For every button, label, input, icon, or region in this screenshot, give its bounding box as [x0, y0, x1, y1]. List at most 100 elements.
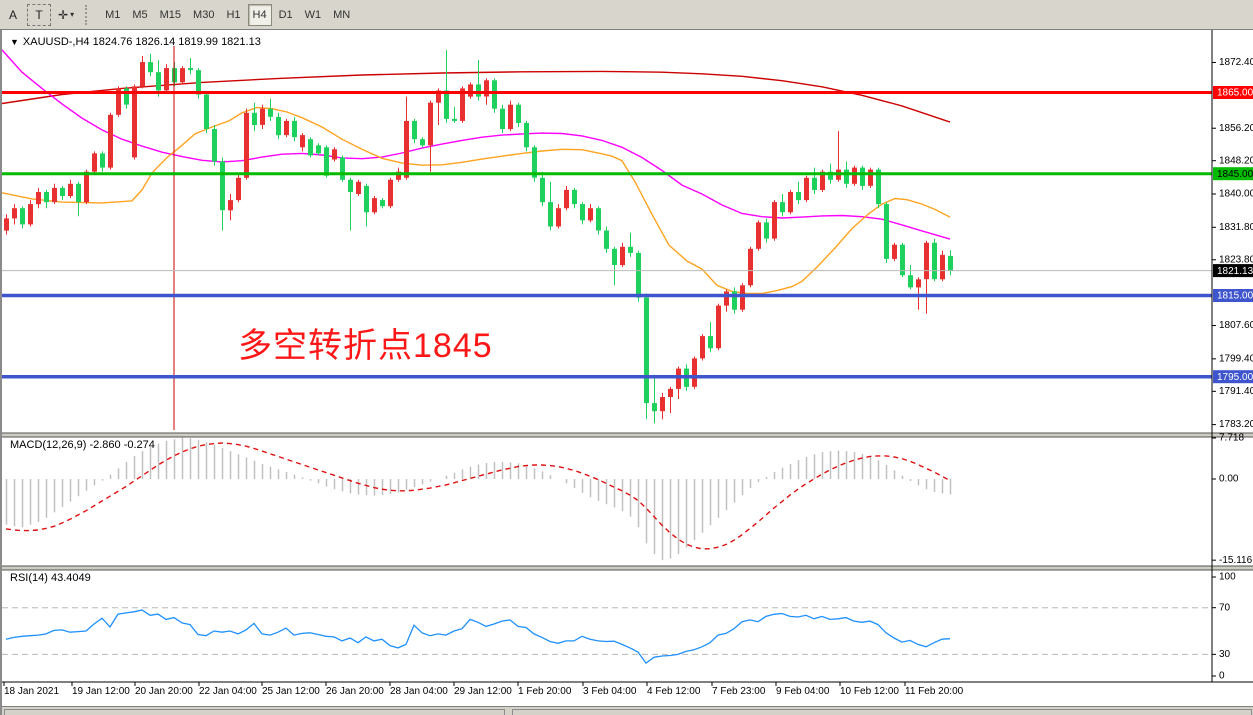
- candle-body: [548, 202, 553, 227]
- axis-tick-label: 1848.20: [1219, 155, 1253, 166]
- time-axis-label: 20 Jan 20:00: [135, 686, 193, 697]
- annotate-letter-button[interactable]: A: [8, 7, 17, 22]
- candle-body: [916, 279, 921, 288]
- candle-body: [900, 244, 905, 276]
- level-lines-layer: [2, 91, 1212, 379]
- text-tool-button[interactable]: T: [27, 3, 51, 26]
- candle-body: [404, 120, 409, 178]
- candle-body: [660, 397, 665, 412]
- candle-body: [892, 244, 897, 259]
- candle-body: [252, 112, 257, 125]
- axis-tick-label: 7.718: [1219, 433, 1244, 444]
- candle-body: [724, 291, 729, 306]
- candle-body: [876, 169, 881, 205]
- timeframe-button-d1[interactable]: D1: [278, 8, 293, 21]
- chart-area[interactable]: ▼ XAUUSD-,H4 1824.76 1826.14 1819.99 1821…: [0, 30, 1253, 715]
- candle-body: [772, 202, 777, 239]
- timeframe-button-group: M1 M5 M15 M30 H1 H4 D1 W1 MN: [99, 3, 356, 26]
- candle-body: [196, 70, 201, 95]
- candle-body: [764, 222, 769, 239]
- candle-body: [100, 153, 105, 168]
- candle-body: [68, 183, 73, 196]
- crosshair-tool-button[interactable]: ✛ ▾: [58, 7, 75, 22]
- candle-body: [796, 192, 801, 201]
- candle-body: [588, 208, 593, 221]
- candle-body: [740, 285, 745, 310]
- candle-body: [780, 202, 785, 213]
- candle-body: [236, 177, 241, 201]
- timeframe-button-h4[interactable]: H4: [247, 3, 272, 26]
- candle-body: [756, 222, 761, 249]
- candle-body: [500, 108, 505, 129]
- time-axis-label: 11 Feb 20:00: [905, 686, 964, 697]
- time-axis-label: 26 Jan 20:00: [326, 686, 384, 697]
- timeframe-button-m15[interactable]: M15: [159, 8, 182, 21]
- candle-body: [436, 90, 441, 103]
- price-tag-1815.00: 1815.00: [1213, 289, 1253, 302]
- panel-splitter[interactable]: [2, 566, 1253, 570]
- candle-body: [940, 254, 945, 280]
- axis-tick-label: 1831.80: [1219, 222, 1253, 233]
- candle-body: [556, 208, 561, 227]
- timeframe-button-mn[interactable]: MN: [333, 8, 351, 21]
- candle-body: [268, 108, 273, 117]
- candle-body: [44, 192, 49, 203]
- timeframe-button-m30[interactable]: M30: [193, 8, 215, 21]
- candle-body: [180, 68, 185, 83]
- candle-body: [4, 218, 9, 231]
- candle-body: [852, 167, 857, 184]
- candle-body: [28, 204, 33, 225]
- candle-body: [564, 189, 569, 209]
- candle-body: [668, 388, 673, 397]
- candle-body: [140, 62, 145, 87]
- chart-text-annotation[interactable]: 多空转折点1845: [238, 327, 493, 365]
- rsi-line: [5, 609, 951, 665]
- candle-body: [580, 204, 585, 221]
- candle-body: [716, 305, 721, 349]
- time-axis-label: 7 Feb 23:00: [712, 686, 766, 697]
- time-axis-label: 10 Feb 12:00: [840, 686, 899, 697]
- price-tag-1865.00: 1865.00: [1213, 86, 1253, 99]
- chevron-down-icon: ▾: [70, 10, 75, 19]
- candle-body: [380, 200, 385, 207]
- price-tag-1845.00: 1845.00: [1213, 167, 1253, 181]
- candle-body: [60, 187, 65, 196]
- candle-body: [676, 368, 681, 389]
- macd-layer: [5, 437, 952, 561]
- chart-title: ▼ XAUUSD-,H4 1824.76 1826.14 1819.99 1821…: [10, 36, 261, 48]
- time-axis-label: 18 Jan 2021: [4, 686, 60, 697]
- candle-body: [540, 177, 545, 203]
- timeframe-button-m5[interactable]: M5: [132, 8, 148, 21]
- candle-body: [468, 84, 473, 97]
- candle-body: [804, 177, 809, 201]
- candle-body: [420, 139, 425, 146]
- svg-text:1821.13: 1821.13: [1217, 266, 1253, 277]
- candle-body: [84, 171, 89, 203]
- collapse-triangle-icon[interactable]: ▼: [10, 37, 19, 47]
- macd-signal-line: [5, 442, 951, 550]
- candle-body: [572, 189, 577, 205]
- axis-tick-label: 1791.40: [1219, 386, 1253, 397]
- candle-body: [484, 80, 489, 97]
- panel-splitter[interactable]: [2, 433, 1253, 437]
- candle-body: [52, 187, 57, 203]
- candle-body: [700, 336, 705, 359]
- candle-body: [36, 192, 41, 205]
- toolbar-grip[interactable]: [85, 4, 94, 25]
- timeframe-button-h1[interactable]: H1: [226, 8, 241, 21]
- candle-body: [732, 291, 737, 310]
- time-axis-label: 3 Feb 04:00: [583, 686, 637, 697]
- svg-text:1815.00: 1815.00: [1217, 291, 1253, 302]
- ma-slow-red[interactable]: [2, 70, 951, 123]
- candle-body: [508, 104, 513, 130]
- axis-tick-label: 100: [1219, 572, 1236, 583]
- candle-body: [276, 116, 281, 136]
- chart-canvas[interactable]: 1872.40 1856.20 1848.20 1840.00 1831.80 1823.…: [2, 30, 1253, 715]
- candle-body: [708, 336, 713, 349]
- timeframe-button-m1[interactable]: M1: [105, 8, 121, 21]
- candle-body: [860, 167, 865, 186]
- candle-body: [316, 145, 321, 154]
- timeframe-button-w1[interactable]: W1: [304, 8, 322, 21]
- ma-medium-magenta[interactable]: [2, 49, 951, 240]
